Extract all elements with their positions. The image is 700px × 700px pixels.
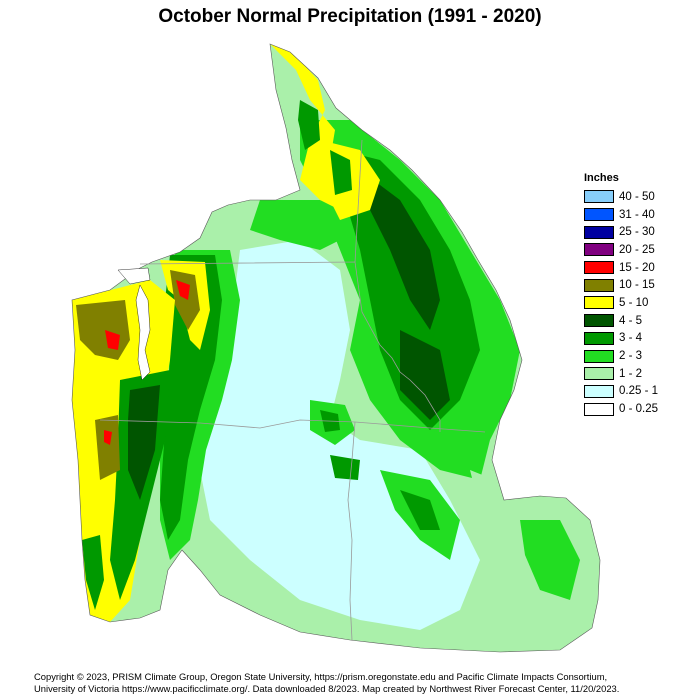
- legend-label: 15 - 20: [619, 261, 655, 274]
- legend-item: 4 - 5: [584, 312, 694, 330]
- legend-item: 5 - 10: [584, 294, 694, 312]
- legend-swatch: [584, 278, 614, 292]
- legend-label: 1 - 2: [619, 367, 643, 380]
- legend: Inches 40 - 50 31 - 40 25 - 30 20 - 25 15 - …: [584, 172, 694, 418]
- credits-line-2: University of Victoria https://www.pacif…: [34, 682, 620, 694]
- map-title: October Normal Precipitation (1991 - 202…: [158, 6, 542, 27]
- credits-line-1: Copyright © 2023, PRISM Climate Group, O…: [34, 671, 608, 682]
- legend-label: 5 - 10: [619, 296, 649, 309]
- legend-swatch: [584, 243, 614, 257]
- legend-item: 2 - 3: [584, 347, 694, 365]
- legend-swatch: [584, 384, 614, 398]
- legend-swatch: [584, 190, 614, 204]
- legend-swatch: [584, 225, 614, 239]
- legend-label: 25 - 30: [619, 226, 655, 239]
- puget-sound: [135, 284, 151, 381]
- state-boundaries: [99, 139, 486, 641]
- legend-swatch: [584, 349, 614, 363]
- legend-swatch: [584, 314, 614, 328]
- legend-swatch: [584, 367, 614, 381]
- legend-item: 3 - 4: [584, 330, 694, 348]
- credits: Copyright © 2023, PRISM Climate Group, O…: [34, 671, 694, 694]
- legend-item: 15 - 20: [584, 259, 694, 277]
- legend-item: 10 - 15: [584, 276, 694, 294]
- legend-title: Inches: [584, 172, 619, 184]
- legend-item: 20 - 25: [584, 241, 694, 259]
- legend-item: 1 - 2: [584, 365, 694, 383]
- legend-label: 10 - 15: [619, 279, 655, 292]
- legend-swatch: [584, 296, 614, 310]
- legend-item: 0 - 0.25: [584, 400, 694, 418]
- legend-label: 0 - 0.25: [619, 403, 658, 416]
- legend-item: 40 - 50: [584, 188, 694, 206]
- legend-label: 0.25 - 1: [619, 385, 658, 398]
- legend-item: 31 - 40: [584, 206, 694, 224]
- legend-label: 20 - 25: [619, 243, 655, 256]
- legend-label: 3 - 4: [619, 332, 643, 345]
- legend-swatch: [584, 402, 614, 416]
- legend-swatch: [584, 261, 614, 275]
- legend-label: 2 - 3: [619, 350, 643, 363]
- legend-label: 4 - 5: [619, 314, 643, 327]
- legend-item: 25 - 30: [584, 223, 694, 241]
- legend-swatch: [584, 331, 614, 345]
- legend-item: 0.25 - 1: [584, 383, 694, 401]
- legend-label: 31 - 40: [619, 208, 655, 221]
- legend-swatch: [584, 208, 614, 222]
- legend-label: 40 - 50: [619, 190, 655, 203]
